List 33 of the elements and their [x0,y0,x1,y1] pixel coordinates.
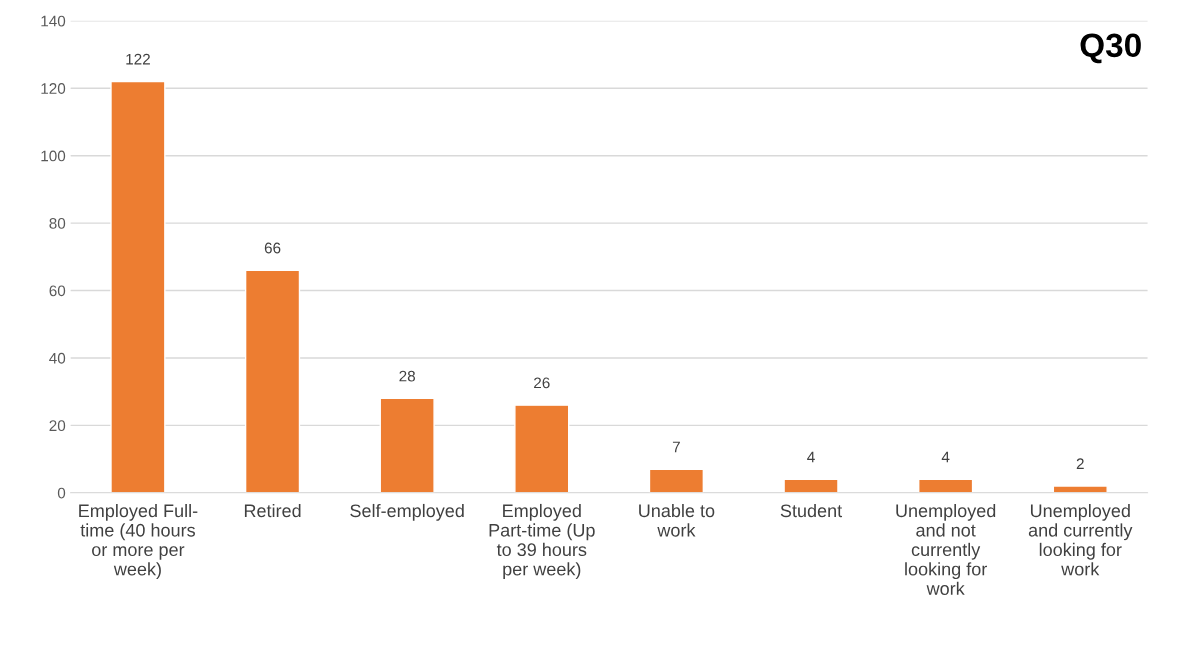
data-label: 7 [672,441,680,453]
x-tick-label: Unemployed and currently looking for work [1028,503,1133,576]
x-tick-label: Unemployed and not currently looking for work [896,503,996,595]
y-tick-label: 20 [49,420,66,432]
bar [379,397,435,493]
x-tick-label: Employed Full- time (40 hours or more per week) [79,503,198,580]
bar [244,269,301,493]
y-tick-label: 0 [57,487,66,499]
bar [110,80,166,493]
y-tick-label: 80 [49,217,66,229]
bar [783,478,839,493]
y-tick-label: 40 [49,352,66,364]
y-tick-label: 100 [41,150,66,162]
x-tick-label: Self-employed [350,503,464,521]
y-tick-label: 140 [41,15,66,27]
data-label: 66 [264,242,281,254]
x-tick-label: Student [780,503,843,518]
data-label: 28 [399,370,415,382]
bar [1052,485,1108,493]
x-tick-label: Employed Part-time (Up to 39 hours per week) [489,503,595,580]
data-label: 2 [1076,458,1084,470]
bar [918,478,974,493]
y-tick-label: 60 [49,285,66,297]
chart-title: Q30 [1080,33,1141,64]
bar [648,468,705,493]
y-tick-label: 120 [41,83,66,94]
data-label: 122 [126,53,150,65]
data-label: 26 [534,377,550,389]
x-tick-label: Unable to work [639,503,715,537]
bar [514,404,570,493]
data-label: 4 [941,451,950,463]
x-tick-label: Retired [244,503,301,518]
data-label: 4 [807,451,815,463]
